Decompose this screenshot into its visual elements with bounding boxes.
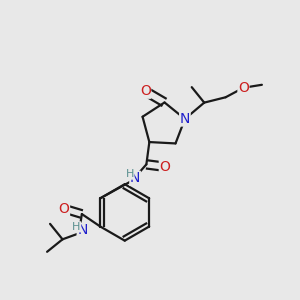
Text: H: H xyxy=(125,169,134,179)
Text: N: N xyxy=(130,171,140,185)
Text: H: H xyxy=(72,222,81,232)
Text: N: N xyxy=(180,112,190,126)
Text: O: O xyxy=(159,160,170,174)
Text: O: O xyxy=(58,202,70,216)
Text: N: N xyxy=(77,224,88,237)
Text: O: O xyxy=(238,81,249,95)
Text: O: O xyxy=(140,84,151,98)
